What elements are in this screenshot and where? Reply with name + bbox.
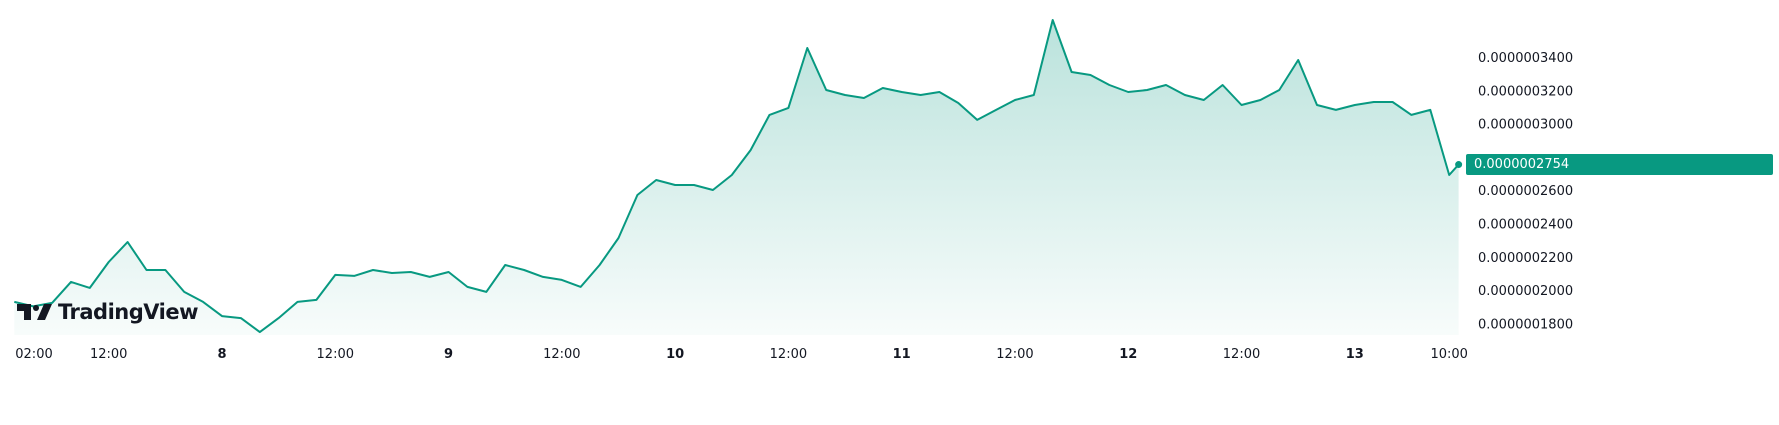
x-tick-label: 12:00 — [543, 347, 580, 362]
y-tick-label: 0.0000002200 — [1478, 251, 1573, 266]
x-tick-label: 12:00 — [996, 347, 1033, 362]
y-tick-label: 0.0000003200 — [1478, 84, 1573, 99]
x-tick-label: 12 — [1119, 347, 1137, 362]
y-tick-label: 0.0000001800 — [1478, 317, 1573, 332]
price-area-fill — [14, 20, 1459, 335]
x-tick-label: 02:00 — [15, 347, 52, 362]
x-tick-label: 8 — [217, 347, 226, 362]
x-tick-label: 12:00 — [317, 347, 354, 362]
x-tick-label: 11 — [893, 347, 911, 362]
tradingview-logo-icon — [17, 304, 52, 320]
last-price-dot — [1455, 161, 1463, 169]
last-price-label: 0.0000002754 — [1466, 154, 1773, 176]
x-tick-label: 9 — [444, 347, 453, 362]
y-tick-label: 0.0000003400 — [1478, 51, 1573, 66]
x-tick-label: 12:00 — [770, 347, 807, 362]
x-tick-label: 10:00 — [1430, 347, 1467, 362]
tradingview-logo-text: TradingView — [58, 300, 198, 324]
y-axis[interactable]: 0.0000003400 0.0000003200 0.0000003000 0.00… — [1478, 51, 1573, 332]
y-tick-label: 0.0000002000 — [1478, 284, 1573, 299]
y-tick-label: 0.0000003000 — [1478, 118, 1573, 133]
y-tick-label: 0.0000002600 — [1478, 184, 1573, 199]
x-tick-label: 13 — [1346, 347, 1364, 362]
tradingview-logo[interactable]: TradingView — [17, 300, 198, 324]
x-tick-label: 10 — [666, 347, 684, 362]
x-axis[interactable]: 02:00 12:00 8 12:00 9 12:00 10 12:00 11 12:00 12 12… — [15, 347, 1468, 362]
y-tick-label: 0.0000002400 — [1478, 218, 1573, 233]
x-tick-label: 12:00 — [90, 347, 127, 362]
price-line — [14, 19, 1460, 334]
x-tick-label: 12:00 — [1223, 347, 1260, 362]
